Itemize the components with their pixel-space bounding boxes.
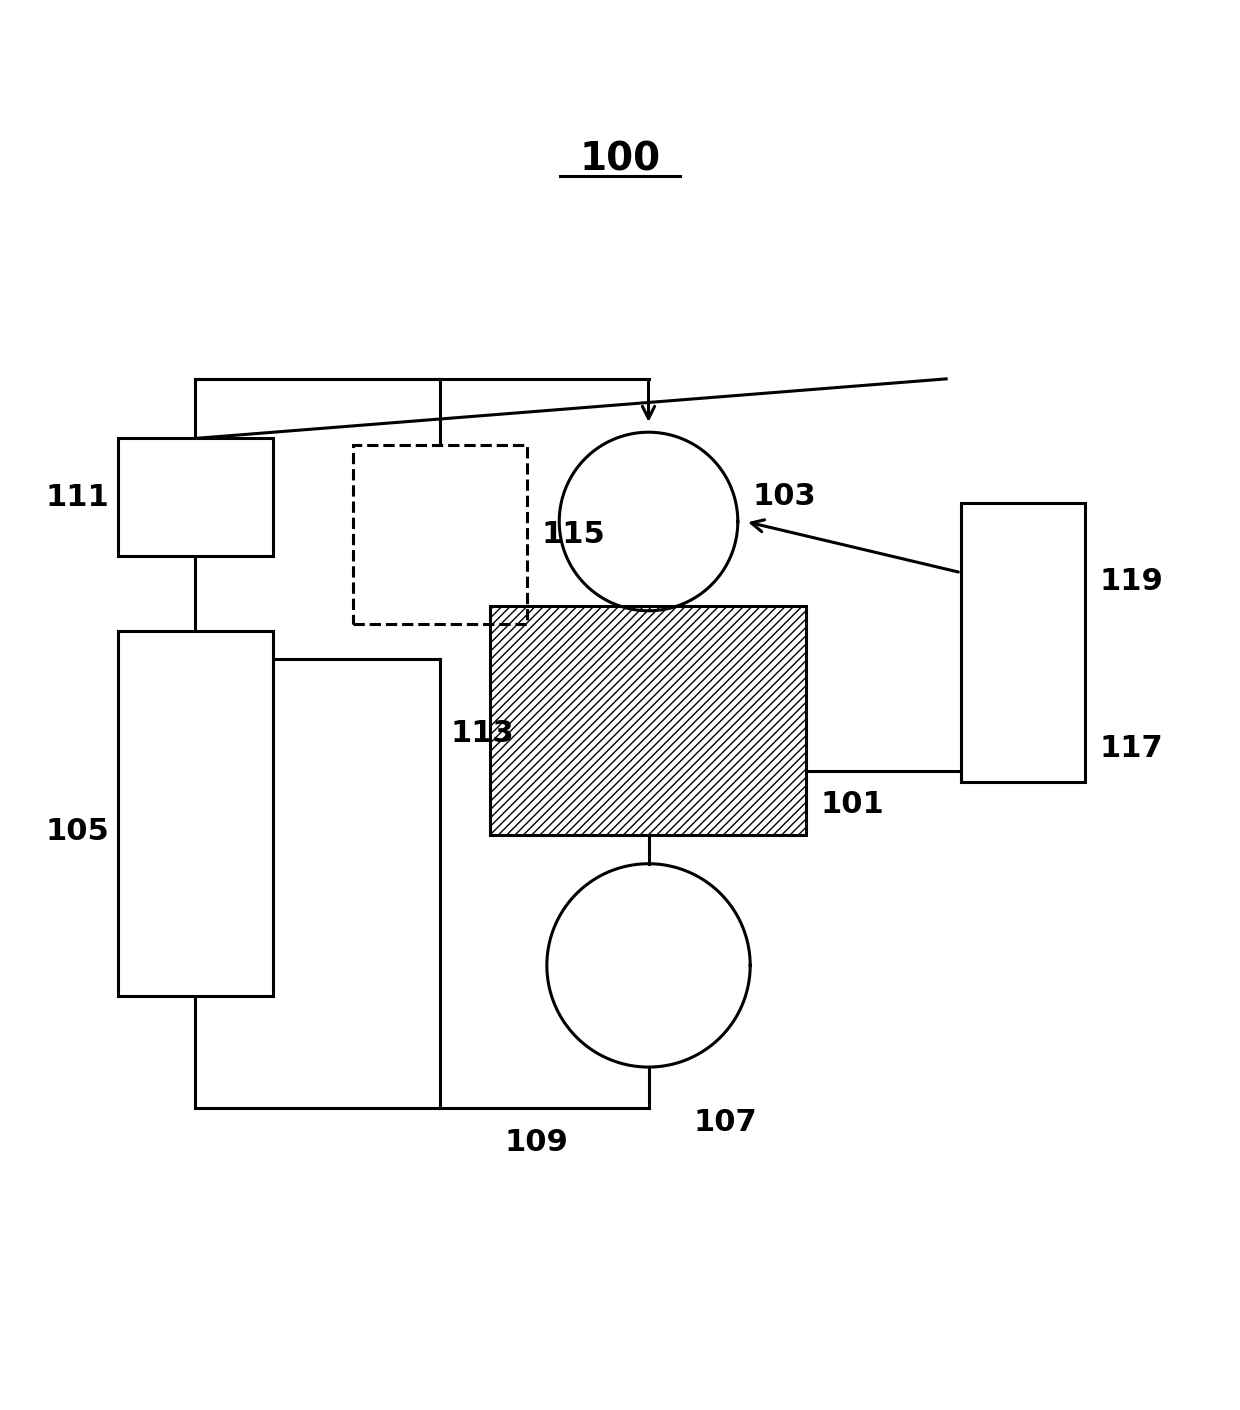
Text: 119: 119	[1100, 567, 1164, 595]
Text: 100: 100	[579, 141, 661, 179]
Bar	[961, 503, 1085, 783]
Bar	[490, 606, 806, 835]
Bar	[353, 444, 527, 625]
Text: 115: 115	[542, 520, 605, 548]
Text: 111: 111	[46, 482, 109, 512]
Text: 105: 105	[46, 818, 109, 846]
Text: 107: 107	[693, 1108, 758, 1138]
Bar	[118, 439, 273, 556]
Text: 103: 103	[753, 482, 816, 512]
Text: 101: 101	[821, 790, 884, 819]
Bar	[118, 630, 273, 997]
Text: 113: 113	[450, 719, 513, 749]
Text: 109: 109	[505, 1128, 569, 1158]
Text: 117: 117	[1100, 733, 1163, 763]
